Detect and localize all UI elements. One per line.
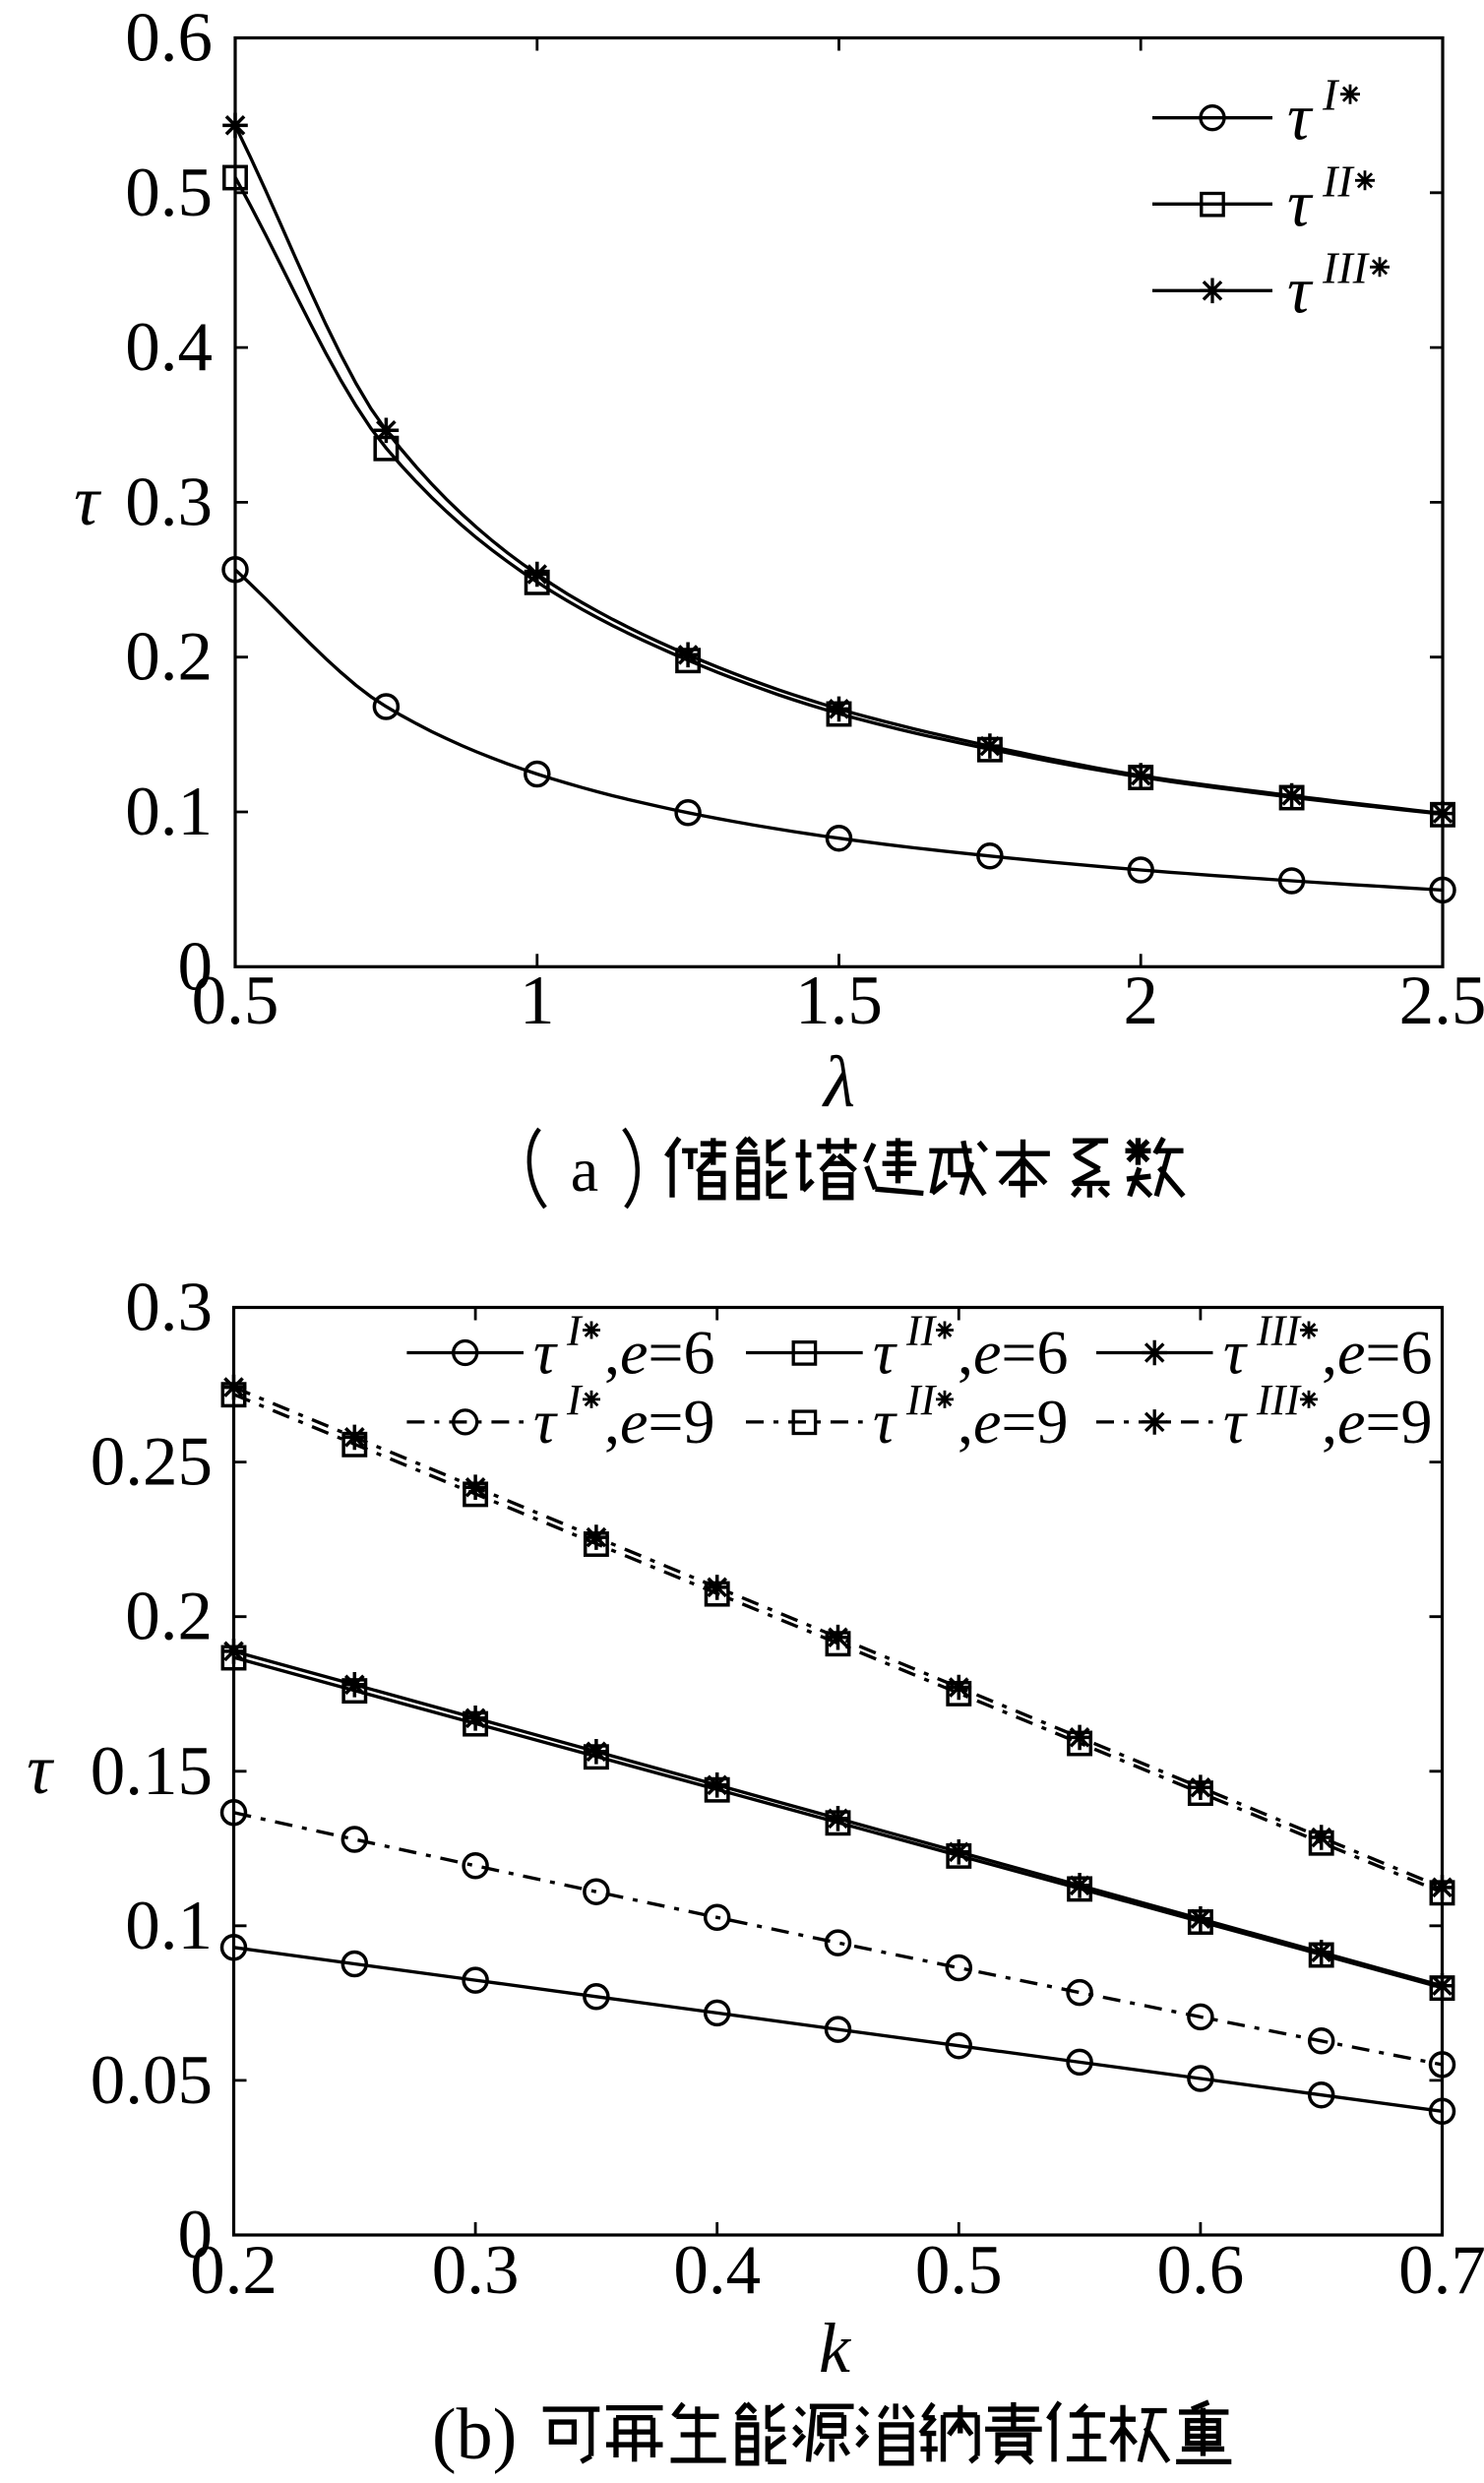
svg-text:III: III — [1322, 242, 1371, 292]
svg-text:II: II — [905, 1376, 938, 1424]
svg-text:II: II — [1322, 155, 1355, 206]
svg-text:0.2: 0.2 — [125, 619, 213, 696]
svg-text:III: III — [1256, 1307, 1302, 1355]
svg-text:0: 0 — [178, 2197, 214, 2273]
svg-text:0.6: 0.6 — [1157, 2232, 1245, 2309]
svg-text:τ: τ — [873, 1387, 897, 1457]
svg-text:λ: λ — [822, 1042, 855, 1123]
svg-text:0.15: 0.15 — [91, 1733, 213, 1810]
svg-text:(b): (b) — [432, 2394, 517, 2475]
svg-text:0.1: 0.1 — [125, 1888, 213, 1964]
svg-text:0.4: 0.4 — [125, 309, 213, 386]
svg-text:0.5: 0.5 — [192, 962, 279, 1039]
svg-text:τ: τ — [1287, 165, 1314, 240]
svg-text:τ: τ — [1287, 252, 1314, 327]
svg-text:II: II — [905, 1307, 938, 1355]
svg-text:τ: τ — [1287, 80, 1314, 155]
svg-text:τ: τ — [533, 1318, 558, 1388]
svg-text:a: a — [571, 1135, 598, 1205]
svg-text:III: III — [1256, 1376, 1302, 1424]
svg-text:I: I — [566, 1307, 584, 1355]
svg-text:I: I — [566, 1376, 584, 1424]
svg-text:0.2: 0.2 — [125, 1579, 213, 1655]
svg-text:2.5: 2.5 — [1399, 962, 1484, 1039]
svg-text:τ: τ — [873, 1318, 897, 1388]
svg-text:0.4: 0.4 — [673, 2232, 761, 2309]
svg-text:0: 0 — [178, 928, 214, 1005]
svg-text:0.05: 0.05 — [91, 2042, 213, 2119]
svg-text:1: 1 — [520, 962, 555, 1039]
svg-text:,e=6: ,e=6 — [1322, 1318, 1433, 1388]
svg-text:2: 2 — [1123, 962, 1158, 1039]
svg-text:τ: τ — [533, 1387, 558, 1457]
svg-text:0.6: 0.6 — [125, 0, 213, 77]
svg-text:0.3: 0.3 — [125, 1270, 213, 1346]
svg-text:0.3: 0.3 — [125, 464, 213, 540]
svg-text:k: k — [819, 2309, 852, 2388]
svg-text:I: I — [1322, 70, 1340, 120]
svg-text:0.2: 0.2 — [190, 2232, 278, 2309]
svg-text:,e=9: ,e=9 — [604, 1387, 715, 1457]
svg-text:,e=9: ,e=9 — [1322, 1387, 1433, 1457]
svg-text:,e=6: ,e=6 — [958, 1318, 1069, 1388]
svg-text:0.25: 0.25 — [91, 1424, 213, 1501]
svg-text:0.3: 0.3 — [432, 2232, 520, 2309]
svg-text:0.5: 0.5 — [125, 155, 213, 231]
svg-text:,e=6: ,e=6 — [604, 1318, 715, 1388]
svg-text:τ: τ — [1223, 1318, 1248, 1388]
svg-text:τ: τ — [74, 462, 101, 540]
svg-text:,e=9: ,e=9 — [958, 1387, 1069, 1457]
svg-text:0.7: 0.7 — [1398, 2232, 1484, 2309]
svg-text:1.5: 1.5 — [795, 962, 883, 1039]
svg-text:τ: τ — [27, 1730, 54, 1809]
svg-text:τ: τ — [1223, 1387, 1248, 1457]
svg-text:0.5: 0.5 — [915, 2232, 1003, 2309]
svg-text:0.1: 0.1 — [125, 774, 213, 850]
